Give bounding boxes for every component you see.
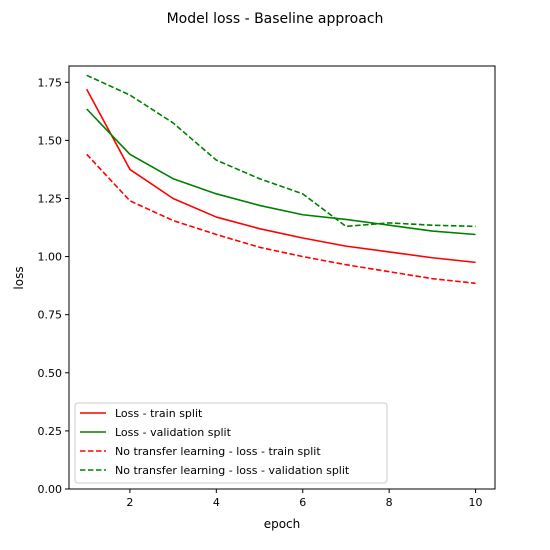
y-axis-ticks: 0.00 0.25 0.50 0.75 1.00 1.25 1.50 1.75: [38, 76, 69, 496]
legend-entry: Loss - train split: [115, 407, 203, 420]
legend-box: [74, 402, 388, 484]
legend-entry: Loss - validation split: [115, 426, 232, 439]
x-tick-label: 10: [469, 496, 483, 509]
x-tick-label: 6: [299, 496, 306, 509]
series-line-4: [86, 74, 476, 228]
y-tick-label: 0.50: [38, 367, 63, 380]
y-tick-label: 0.25: [38, 425, 63, 438]
x-tick-label: 8: [386, 496, 393, 509]
y-tick-label: 1.00: [38, 251, 63, 264]
y-tick-label: 0.00: [38, 483, 63, 496]
y-tick-label: 1.25: [38, 192, 63, 205]
series-line-3: [86, 153, 476, 285]
x-tick-label: 4: [213, 496, 220, 509]
series-line-1: [86, 88, 476, 264]
chart-title: Model loss - Baseline approach: [167, 11, 384, 27]
y-tick-label: 0.75: [38, 309, 63, 322]
x-tick-label: 2: [126, 496, 133, 509]
legend: Loss - train split Loss - validation spli…: [74, 402, 388, 484]
y-tick-label: 1.50: [38, 134, 63, 147]
x-axis-label: epoch: [264, 517, 301, 531]
series-layer: [86, 74, 476, 285]
legend-entry: No transfer learning - loss - validation…: [115, 464, 350, 477]
y-axis-label: loss: [12, 266, 26, 289]
series-line-2: [86, 108, 476, 236]
y-tick-label: 1.75: [38, 76, 63, 89]
x-axis-ticks: 2 4 6 8 10: [126, 489, 483, 509]
legend-entry: No transfer learning - loss - train spli…: [115, 445, 321, 458]
axes-frame: [68, 65, 496, 490]
